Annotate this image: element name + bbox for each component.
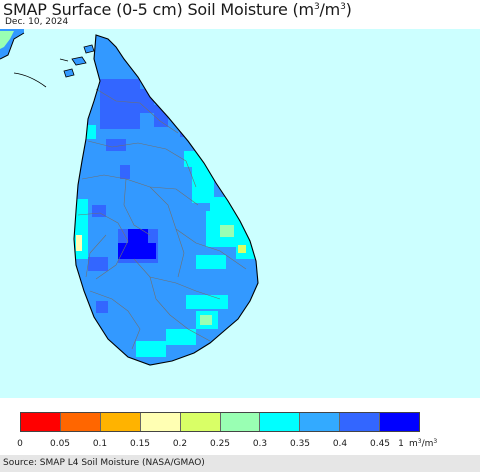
island-3 xyxy=(83,44,95,54)
patch-south-1 xyxy=(166,329,196,345)
legend-tick-label: 0.05 xyxy=(49,439,71,449)
patch-north-4 xyxy=(106,139,126,151)
patch-east-dry xyxy=(238,245,246,253)
island-2 xyxy=(63,68,75,78)
legend-tick-label: 0.4 xyxy=(332,439,348,449)
patch-southeast-1 xyxy=(186,295,228,309)
legend-tick-labels: 0 0.05 0.1 0.15 0.2 0.25 0.3 0.35 0.4 0.45 1 xyxy=(0,438,480,452)
patch-highlands-wet-1 xyxy=(128,229,148,243)
patch-southwest xyxy=(96,301,108,313)
map-canvas xyxy=(0,29,480,398)
sri-lanka-coastline xyxy=(73,34,259,366)
legend-tick-label: 0.2 xyxy=(172,439,188,449)
legend-swatch xyxy=(260,413,301,431)
map-title: SMAP Surface (0-5 cm) Soil Moisture (m3/… xyxy=(3,0,352,19)
district-boundaries xyxy=(77,88,247,350)
island-1 xyxy=(71,56,87,66)
patch-west-2 xyxy=(88,257,108,271)
legend-tick-label: 0.35 xyxy=(289,439,311,449)
patch-southeast-moist xyxy=(200,315,212,325)
legend-tick-label: 0.1 xyxy=(92,439,108,449)
patch-south-2 xyxy=(136,341,166,357)
legend-tick-label: 0.25 xyxy=(209,439,231,449)
legend-tick-label: 0.45 xyxy=(369,439,391,449)
legend-swatch xyxy=(340,413,381,431)
legend-swatch xyxy=(300,413,341,431)
legend-swatch xyxy=(180,413,221,431)
adams-bridge-line xyxy=(13,72,47,88)
patch-west-coast-dry xyxy=(76,235,82,251)
adams-bridge-islet xyxy=(59,58,69,62)
patch-east-6 xyxy=(196,255,226,269)
legend-tick-label: 0.15 xyxy=(129,439,151,449)
patch-west-1 xyxy=(92,205,106,217)
soil-moisture-map xyxy=(0,29,480,398)
legend-swatch xyxy=(140,413,181,431)
map-date: Dec. 10, 2024 xyxy=(5,17,69,27)
patch-east-2 xyxy=(192,167,214,203)
sea-area xyxy=(0,29,480,398)
india-coastline xyxy=(0,32,25,60)
legend-swatch xyxy=(60,413,101,431)
legend-tick-label: 0.3 xyxy=(252,439,268,449)
patch-central-1 xyxy=(120,165,130,179)
patch-east-moist xyxy=(220,225,234,237)
legend-tick-label: 0 xyxy=(17,439,23,449)
source-credit: Source: SMAP L4 Soil Moisture (NASA/GMAO… xyxy=(0,455,480,472)
india-coast-moist xyxy=(0,31,14,49)
legend-swatch xyxy=(380,413,420,431)
legend-swatch xyxy=(220,413,261,431)
legend-swatch xyxy=(100,413,141,431)
legend-tick-label: 1 xyxy=(398,439,404,449)
legend-color-bar xyxy=(20,412,420,432)
legend-swatch xyxy=(21,413,61,431)
patch-highlands-wet-2 xyxy=(118,243,156,259)
legend-unit: m3/m3 xyxy=(409,438,438,450)
